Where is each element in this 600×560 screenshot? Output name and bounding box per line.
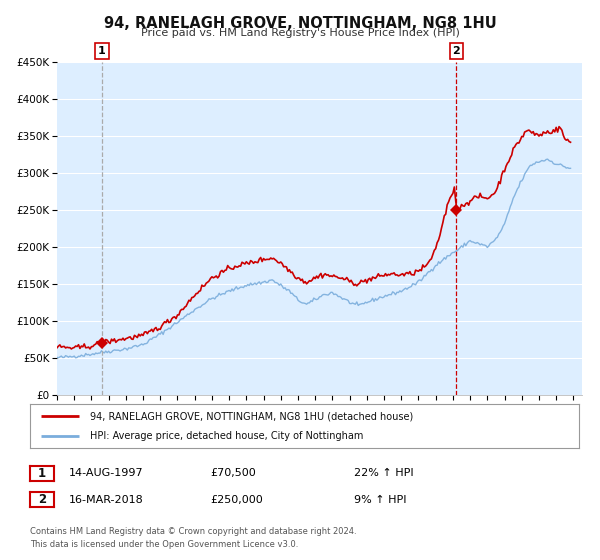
- Text: 94, RANELAGH GROVE, NOTTINGHAM, NG8 1HU (detached house): 94, RANELAGH GROVE, NOTTINGHAM, NG8 1HU …: [91, 411, 413, 421]
- Text: Price paid vs. HM Land Registry's House Price Index (HPI): Price paid vs. HM Land Registry's House …: [140, 28, 460, 38]
- Text: 1: 1: [38, 467, 46, 480]
- Text: £70,500: £70,500: [210, 468, 256, 478]
- Text: 14-AUG-1997: 14-AUG-1997: [69, 468, 143, 478]
- Text: £250,000: £250,000: [210, 494, 263, 505]
- Text: 2: 2: [452, 46, 460, 56]
- Text: 2: 2: [38, 493, 46, 506]
- Text: 22% ↑ HPI: 22% ↑ HPI: [354, 468, 413, 478]
- Text: This data is licensed under the Open Government Licence v3.0.: This data is licensed under the Open Gov…: [30, 540, 298, 549]
- Text: 16-MAR-2018: 16-MAR-2018: [69, 494, 144, 505]
- Text: HPI: Average price, detached house, City of Nottingham: HPI: Average price, detached house, City…: [91, 431, 364, 441]
- Text: 9% ↑ HPI: 9% ↑ HPI: [354, 494, 407, 505]
- Text: Contains HM Land Registry data © Crown copyright and database right 2024.: Contains HM Land Registry data © Crown c…: [30, 528, 356, 536]
- Text: 94, RANELAGH GROVE, NOTTINGHAM, NG8 1HU: 94, RANELAGH GROVE, NOTTINGHAM, NG8 1HU: [104, 16, 496, 31]
- Text: 1: 1: [98, 46, 106, 56]
